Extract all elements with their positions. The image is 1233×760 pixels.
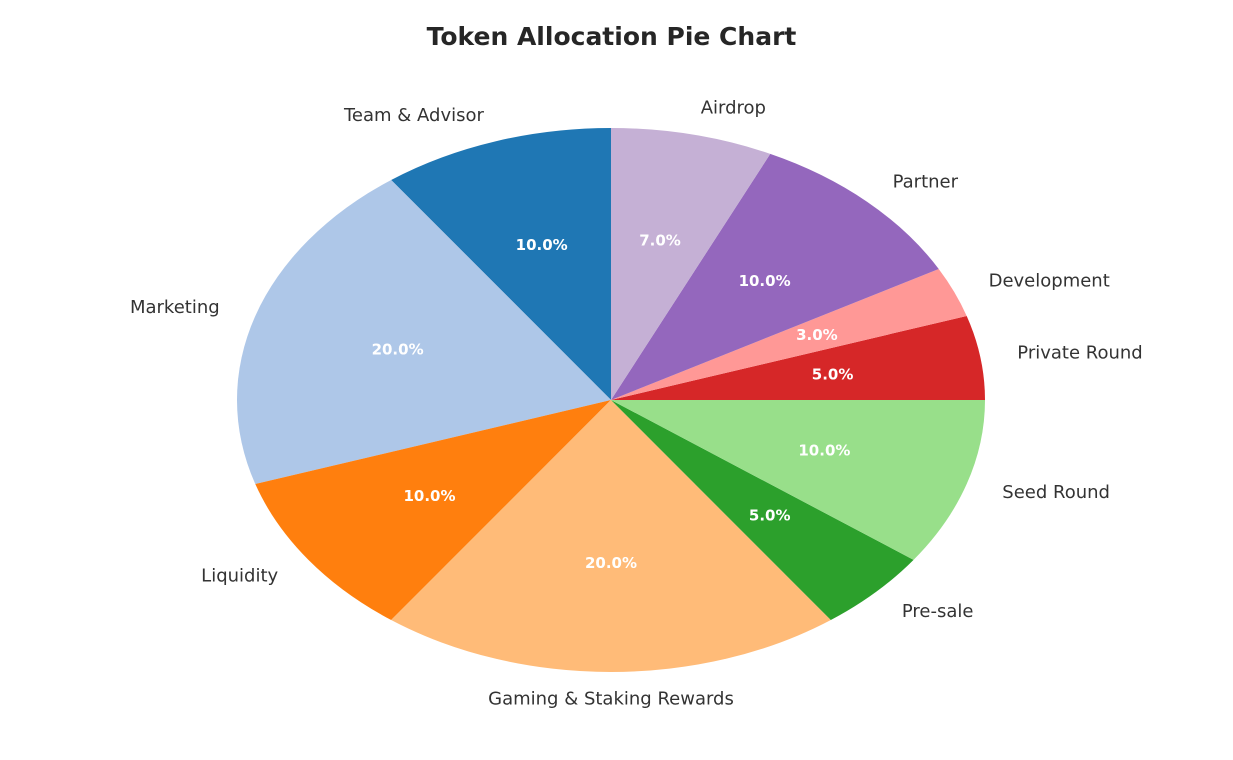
- percent-labels: 5.0% 3.0% 10.0% 7.0% 10.0% 20.0% 10.0% 20.0% 5.0…: [372, 232, 854, 573]
- category-label-seed-round: Seed Round: [1002, 482, 1110, 503]
- pie-slices: [236, 128, 985, 672]
- category-label-team-and-advisor: Team & Advisor: [343, 105, 485, 126]
- category-label-development: Development: [989, 271, 1110, 292]
- pie-slice-team-and-advisor: [391, 128, 611, 400]
- chart-title: Token Allocation Pie Chart: [426, 22, 797, 51]
- category-label-gaming-and-staking-rewards: Gaming & Staking Rewards: [488, 689, 734, 710]
- pie-slice-development: [611, 268, 967, 400]
- pie-slice-gaming-and-staking-rewards: [391, 400, 831, 672]
- percent-label-airdrop: 7.0%: [639, 232, 681, 250]
- pie-slice-seed-round: [611, 400, 985, 560]
- percent-label-liquidity: 10.0%: [403, 487, 455, 505]
- pie-slice-airdrop: [611, 128, 771, 400]
- percent-label-team-and-advisor: 10.0%: [516, 236, 568, 254]
- percent-label-private-round: 5.0%: [812, 366, 854, 384]
- pie-slice-private-round: [611, 315, 985, 400]
- category-label-airdrop: Airdrop: [701, 98, 766, 119]
- percent-label-seed-round: 10.0%: [798, 441, 850, 459]
- category-label-marketing: Marketing: [130, 297, 220, 318]
- pie-slice-marketing: [236, 179, 611, 485]
- category-label-private-round: Private Round: [1017, 343, 1142, 364]
- percent-label-pre-sale: 5.0%: [749, 506, 791, 524]
- percent-label-gaming-and-staking-rewards: 20.0%: [585, 554, 637, 572]
- pie-slice-pre-sale: [611, 400, 914, 621]
- percent-label-development: 3.0%: [796, 326, 838, 344]
- pie-slice-liquidity: [255, 400, 612, 621]
- percent-label-partner: 10.0%: [739, 272, 791, 290]
- category-labels: Private Round Development Partner Airdrop Te…: [130, 98, 1143, 710]
- pie-slice-partner: [611, 153, 939, 400]
- category-label-pre-sale: Pre-sale: [902, 601, 974, 622]
- percent-label-marketing: 20.0%: [372, 341, 424, 359]
- category-label-liquidity: Liquidity: [201, 565, 278, 586]
- category-label-partner: Partner: [893, 171, 959, 192]
